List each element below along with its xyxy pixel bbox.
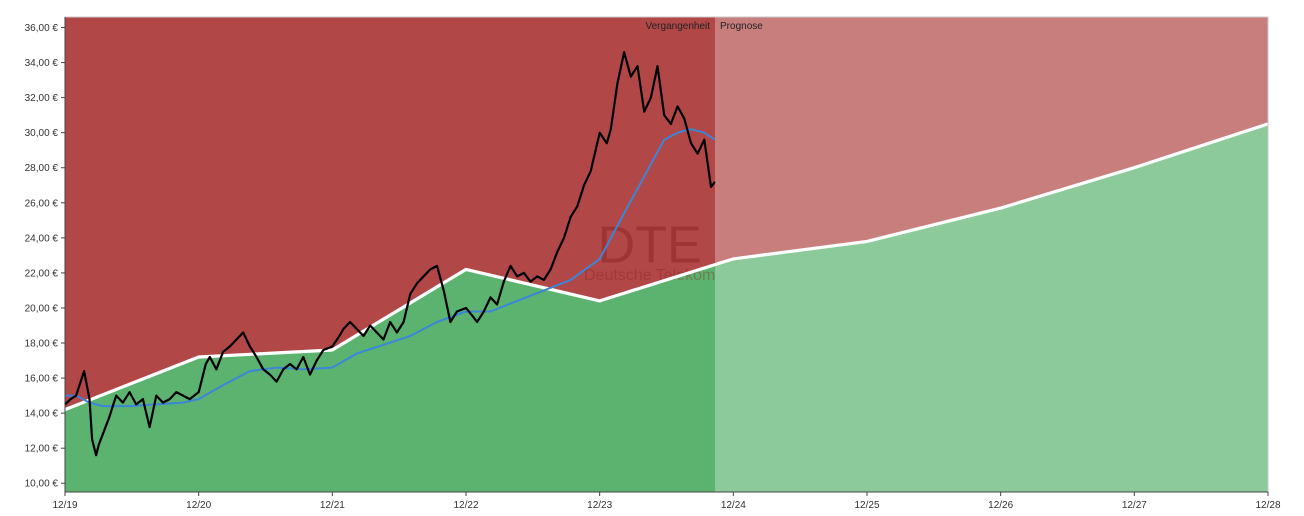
- x-tick-label: 12/25: [854, 500, 879, 511]
- x-tick-label: 12/20: [186, 500, 211, 511]
- y-tick-label: 10,00 €: [25, 479, 59, 490]
- x-tick-label: 12/27: [1122, 500, 1147, 511]
- y-tick-label: 14,00 €: [25, 409, 59, 420]
- y-tick-label: 18,00 €: [25, 339, 59, 350]
- y-tick-label: 22,00 €: [25, 268, 59, 279]
- y-tick-label: 20,00 €: [25, 303, 59, 314]
- forecast-overlay: [715, 17, 1268, 492]
- moving-average-line: [65, 128, 716, 408]
- x-tick-label: 12/19: [52, 500, 77, 511]
- fair-value-line: [64, 122, 1269, 412]
- y-tick-label: 26,00 €: [25, 198, 59, 209]
- watermark-ticker: DTE: [598, 216, 702, 274]
- y-tick-label: 28,00 €: [25, 163, 59, 174]
- watermark-company: Deutsche Telekom: [584, 267, 715, 284]
- y-tick-label: 12,00 €: [25, 444, 59, 455]
- x-tick-label: 12/21: [320, 500, 345, 511]
- y-tick-label: 34,00 €: [25, 58, 59, 69]
- y-tick-label: 36,00 €: [25, 23, 59, 34]
- undervalued-zone: [65, 123, 1268, 493]
- y-tick-label: 24,00 €: [25, 233, 59, 244]
- x-tick-label: 12/22: [453, 500, 478, 511]
- x-tick-label: 12/28: [1255, 500, 1280, 511]
- period-label-forecast: Prognose: [720, 21, 763, 32]
- y-tick-label: 16,00 €: [25, 374, 59, 385]
- y-tick-label: 30,00 €: [25, 128, 59, 139]
- axes: 10,00 € 12,00 € 14,00 € 16,00 € 18,00 € 20,00…: [25, 16, 1281, 511]
- x-tick-label: 12/23: [587, 500, 612, 511]
- y-tick-label: 32,00 €: [25, 93, 59, 104]
- x-tick-label: 12/26: [988, 500, 1013, 511]
- x-tick-label: 12/24: [721, 500, 746, 511]
- price-line: [64, 50, 716, 457]
- period-label-past: Vergangenheit: [646, 21, 711, 32]
